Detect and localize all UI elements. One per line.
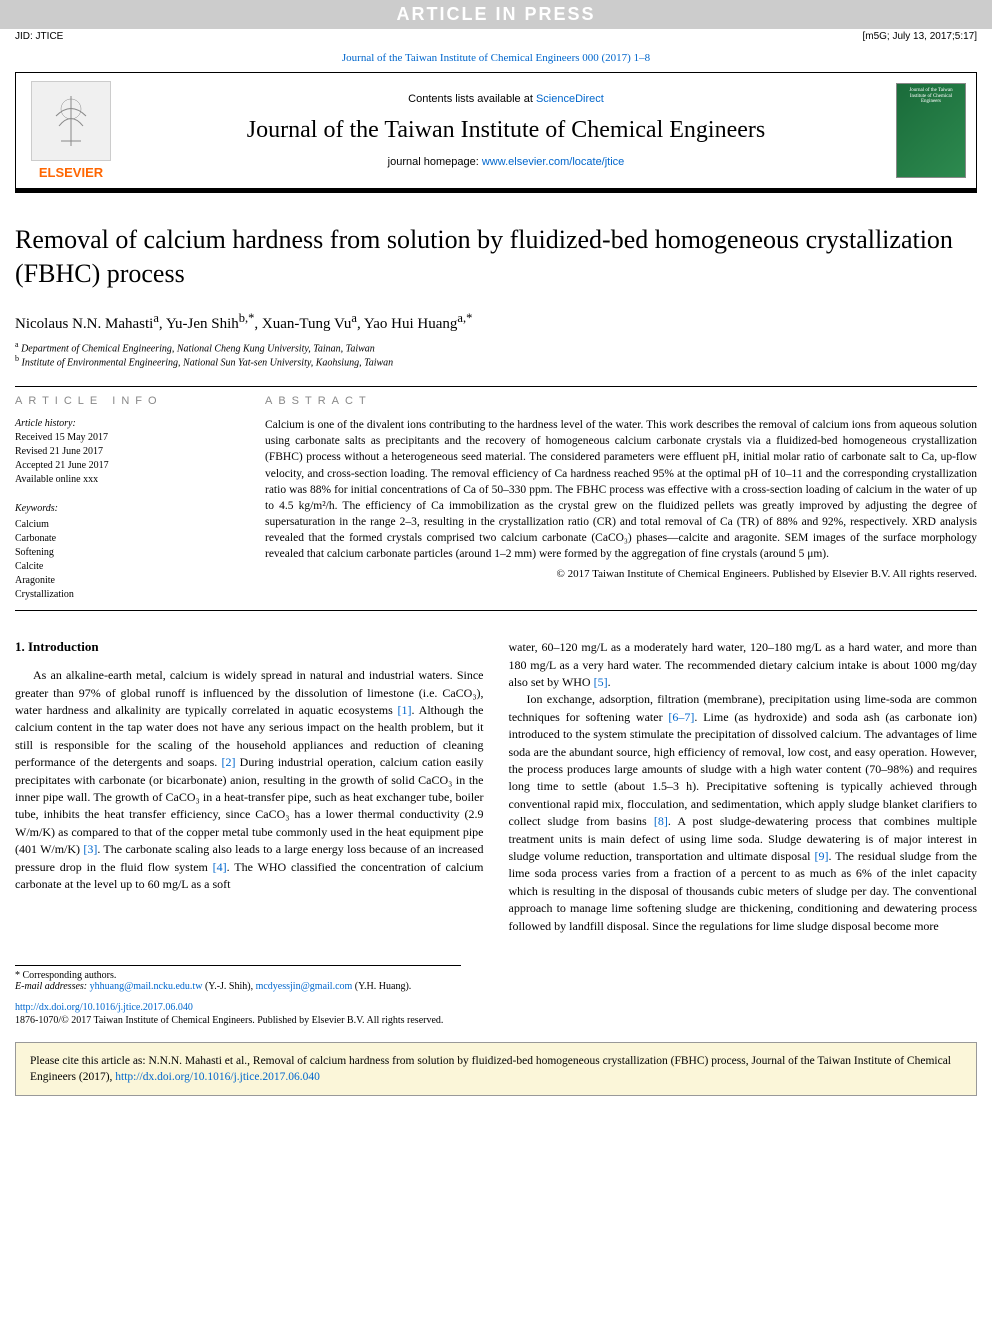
ref-4-link[interactable]: [4] (213, 860, 227, 874)
article-history: Article history: Received 15 May 2017 Re… (15, 417, 235, 487)
divider-top (15, 386, 977, 387)
journal-reference-link[interactable]: Journal of the Taiwan Institute of Chemi… (342, 52, 650, 64)
keywords-label: Keywords: (15, 502, 235, 516)
jid-right: [m5G; July 13, 2017;5:17] (862, 31, 977, 42)
keyword-5: Crystallization (15, 589, 74, 600)
history-revised: Revised 21 June 2017 (15, 446, 103, 457)
abstract-heading: ABSTRACT (265, 395, 977, 407)
intro-para-1-cont: water, 60–120 mg/L as a moderately hard … (509, 639, 978, 691)
email-1-link[interactable]: yhhuang@mail.ncku.edu.tw (90, 981, 203, 992)
abstract-text: Calcium is one of the divalent ions cont… (265, 417, 977, 562)
email-addresses-line: E-mail addresses: yhhuang@mail.ncku.edu.… (15, 981, 461, 992)
homepage-link[interactable]: www.elsevier.com/locate/jtice (482, 156, 624, 168)
keywords-block: Keywords: Calcium Carbonate Softening Ca… (15, 502, 235, 602)
elsevier-logo-block: ELSEVIER (16, 73, 126, 188)
affiliation-b: b Institute of Environmental Engineering… (15, 354, 977, 368)
article-info-block: ARTICLE INFO Article history: Received 1… (15, 395, 235, 602)
affiliations: a Department of Chemical Engineering, Na… (0, 338, 992, 379)
intro-para-1: As an alkaline-earth metal, calcium is w… (15, 667, 484, 893)
journal-name: Journal of the Taiwan Institute of Chemi… (136, 117, 876, 144)
info-abstract-row: ARTICLE INFO Article history: Received 1… (0, 395, 992, 602)
column-right: water, 60–120 mg/L as a moderately hard … (509, 639, 978, 935)
divider-mid (15, 610, 977, 611)
article-in-press-banner: ARTICLE IN PRESS (0, 0, 992, 29)
history-received: Received 15 May 2017 (15, 432, 108, 443)
affiliation-a: a Department of Chemical Engineering, Na… (15, 340, 977, 354)
journal-header-box: ELSEVIER Contents lists available at Sci… (15, 72, 977, 189)
footnotes: * Corresponding authors. E-mail addresse… (15, 965, 461, 992)
ref-9-link[interactable]: [9] (814, 849, 828, 863)
keyword-2: Softening (15, 547, 54, 558)
history-label: Article history: (15, 418, 76, 429)
contents-prefix: Contents lists available at (408, 93, 536, 105)
abstract-copyright: © 2017 Taiwan Institute of Chemical Engi… (265, 568, 977, 580)
ref-8-link[interactable]: [8] (654, 814, 668, 828)
email-2-link[interactable]: mcdyessjin@gmail.com (256, 981, 353, 992)
ref-5-link[interactable]: [5] (594, 675, 608, 689)
abstract-block: ABSTRACT Calcium is one of the divalent … (265, 395, 977, 602)
column-left: 1. Introduction As an alkaline-earth met… (15, 639, 484, 935)
homepage-prefix: journal homepage: (388, 156, 482, 168)
ref-1-link[interactable]: [1] (398, 703, 412, 717)
contents-line: Contents lists available at ScienceDirec… (136, 93, 876, 105)
homepage-line: journal homepage: www.elsevier.com/locat… (136, 156, 876, 168)
intro-heading: 1. Introduction (15, 639, 484, 655)
ref-3-link[interactable]: [3] (83, 842, 97, 856)
elsevier-tree-icon (31, 81, 111, 161)
jid-row: JID: JTICE [m5G; July 13, 2017;5:17] (0, 29, 992, 44)
keyword-3: Calcite (15, 561, 43, 572)
article-title: Removal of calcium hardness from solutio… (0, 193, 992, 301)
article-info-heading: ARTICLE INFO (15, 395, 235, 407)
cite-this-article-box: Please cite this article as: N.N.N. Maha… (15, 1042, 977, 1096)
keyword-0: Calcium (15, 519, 49, 530)
doi-line: http://dx.doi.org/10.1016/j.jtice.2017.0… (0, 1000, 992, 1015)
corresponding-authors-note: * Corresponding authors. (15, 970, 461, 981)
ref-6-7-link[interactable]: [6–7] (668, 710, 694, 724)
main-two-column: 1. Introduction As an alkaline-earth met… (0, 619, 992, 955)
keyword-4: Aragonite (15, 575, 55, 586)
history-online: Available online xxx (15, 474, 98, 485)
journal-reference-row: Journal of the Taiwan Institute of Chemi… (0, 44, 992, 72)
ref-2-link[interactable]: [2] (221, 755, 235, 769)
intro-para-2: Ion exchange, adsorption, filtration (me… (509, 691, 978, 934)
history-accepted: Accepted 21 June 2017 (15, 460, 109, 471)
banner-text: ARTICLE IN PRESS (396, 4, 595, 24)
doi-link[interactable]: http://dx.doi.org/10.1016/j.jtice.2017.0… (15, 1002, 193, 1013)
authors-line: Nicolaus N.N. Mahastia, Yu-Jen Shihb,*, … (0, 301, 992, 338)
jid-left: JID: JTICE (15, 31, 63, 42)
elsevier-brand-text: ELSEVIER (39, 165, 103, 180)
header-center: Contents lists available at ScienceDirec… (126, 73, 886, 188)
journal-cover-block: Journal of the Taiwan Institute of Chemi… (886, 73, 976, 188)
bottom-copyright: 1876-1070/© 2017 Taiwan Institute of Che… (0, 1015, 992, 1034)
keyword-1: Carbonate (15, 533, 56, 544)
cite-doi-link[interactable]: http://dx.doi.org/10.1016/j.jtice.2017.0… (115, 1071, 320, 1083)
journal-cover-image: Journal of the Taiwan Institute of Chemi… (896, 83, 966, 178)
sciencedirect-link[interactable]: ScienceDirect (536, 93, 604, 105)
cover-title-text: Journal of the Taiwan Institute of Chemi… (901, 88, 961, 105)
